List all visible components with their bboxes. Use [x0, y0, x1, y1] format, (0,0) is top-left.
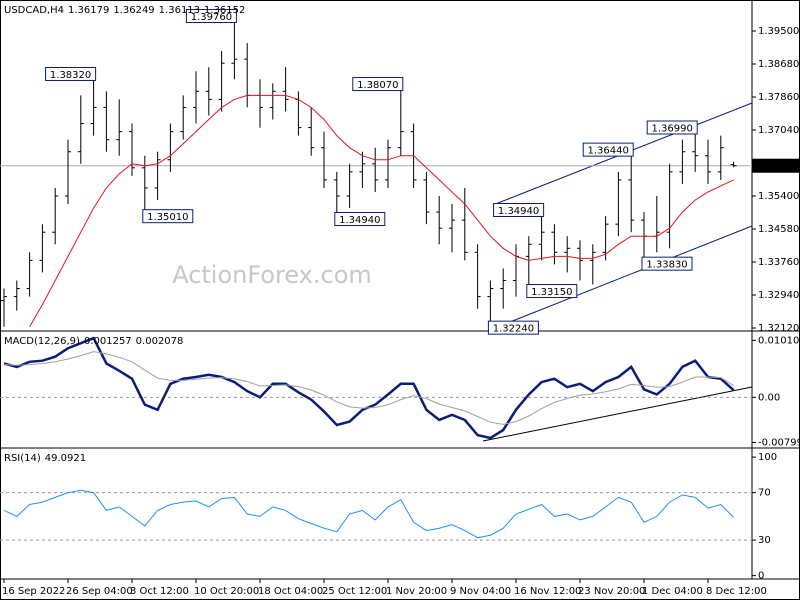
annotation-box: [641, 256, 693, 271]
y-tick-label: 1.32120: [758, 323, 799, 334]
annotation-label: 1.38320: [50, 70, 91, 81]
annotation-box: [487, 320, 539, 335]
header-value: 0.001257: [84, 336, 132, 347]
annotation-label: 1.38070: [357, 80, 398, 91]
annotation-label: 1.35010: [147, 212, 188, 223]
x-tick-label: 3 Oct 12:00: [130, 586, 189, 597]
series-line: [3, 351, 734, 425]
y-tick-label: 0: [758, 571, 764, 582]
header-value: USDCAD,H4: [4, 5, 64, 16]
x-tick-label: 25 Oct 12:00: [322, 586, 387, 597]
header-value: 49.0921: [45, 453, 86, 464]
annotation-label: 1.34940: [339, 215, 380, 226]
y-tick-label: 1.37040: [758, 125, 799, 136]
y-tick-label: 1.38680: [758, 59, 799, 70]
watermark: ActionForex.com: [172, 261, 372, 289]
x-tick-label: 26 Sep 04:00: [66, 586, 133, 597]
y-tick-label: -0.007998: [758, 437, 800, 448]
x-tick-label: 16 Sep 2022: [2, 586, 65, 597]
y-tick-label: 1.32940: [758, 290, 799, 301]
annotation-label: 1.39760: [191, 12, 232, 23]
series-line: [3, 336, 735, 440]
x-tick-label: 10 Oct 20:00: [194, 586, 259, 597]
y-tick-label: 30: [758, 535, 771, 546]
header-title: RSI(14): [4, 453, 41, 464]
annotation-box: [334, 212, 386, 226]
annotation-box: [646, 120, 698, 135]
y-tick-label: 1.37860: [758, 92, 799, 103]
last-price-box: [752, 158, 800, 173]
x-tick-label: 9 Nov 04:00: [450, 586, 511, 597]
annotation-label: 1.36440: [588, 146, 629, 157]
annotation-label: 1.34940: [498, 206, 539, 217]
y-tick-label: 0.010103: [758, 335, 800, 346]
channel-line: [509, 225, 753, 323]
y-tick-label: 1.39500: [758, 26, 799, 37]
annotation-box: [526, 284, 578, 299]
x-tick-label: 8 Dec 12:00: [706, 586, 767, 597]
last-price-label: 1.36152: [758, 162, 799, 173]
annotation-label: 1.33150: [531, 287, 572, 298]
x-tick-label: 1 Nov 20:00: [386, 586, 447, 597]
panel-header: MACD(12,26,9) 0.001257 0.002078: [4, 336, 183, 347]
header-value: 1.36152: [204, 5, 245, 16]
annotation-box: [582, 142, 634, 157]
trend-line: [482, 386, 753, 442]
x-tick-label: 23 Nov 20:00: [578, 586, 645, 597]
annotation-label: 1.32240: [493, 324, 534, 335]
header-title: MACD(12,26,9): [4, 336, 80, 347]
header-value: 1.36179: [68, 5, 109, 16]
x-tick-label: 16 Nov 12:00: [514, 586, 581, 597]
x-tick-label: 1 Dec 04:00: [642, 586, 703, 597]
annotation-box: [493, 203, 545, 217]
annotation-box: [45, 66, 97, 81]
annotation-label: 1.33830: [646, 260, 687, 271]
y-tick-label: 70: [758, 488, 771, 499]
y-tick-label: 0.00: [758, 392, 780, 403]
annotation-box: [352, 77, 404, 92]
annotation-label: 1.36990: [652, 124, 693, 135]
y-tick-label: 1.33760: [758, 257, 799, 268]
header-value: 1.36113: [159, 5, 200, 16]
y-tick-label: 1.34580: [758, 224, 799, 235]
panel-header: USDCAD,H4 1.36179 1.36249 1.36113 1.36152: [4, 5, 245, 16]
x-tick-label: 18 Oct 04:00: [258, 586, 323, 597]
header-value: 0.002078: [136, 336, 184, 347]
series-line: [3, 489, 734, 539]
moving-average: [29, 94, 734, 328]
y-tick-label: 100: [758, 452, 777, 463]
annotation-box: [185, 9, 237, 24]
panel-header: RSI(14) 49.0921: [4, 453, 86, 464]
header-value: 1.36249: [113, 5, 154, 16]
annotation-box: [142, 209, 194, 224]
y-tick-label: 1.35400: [758, 191, 799, 202]
